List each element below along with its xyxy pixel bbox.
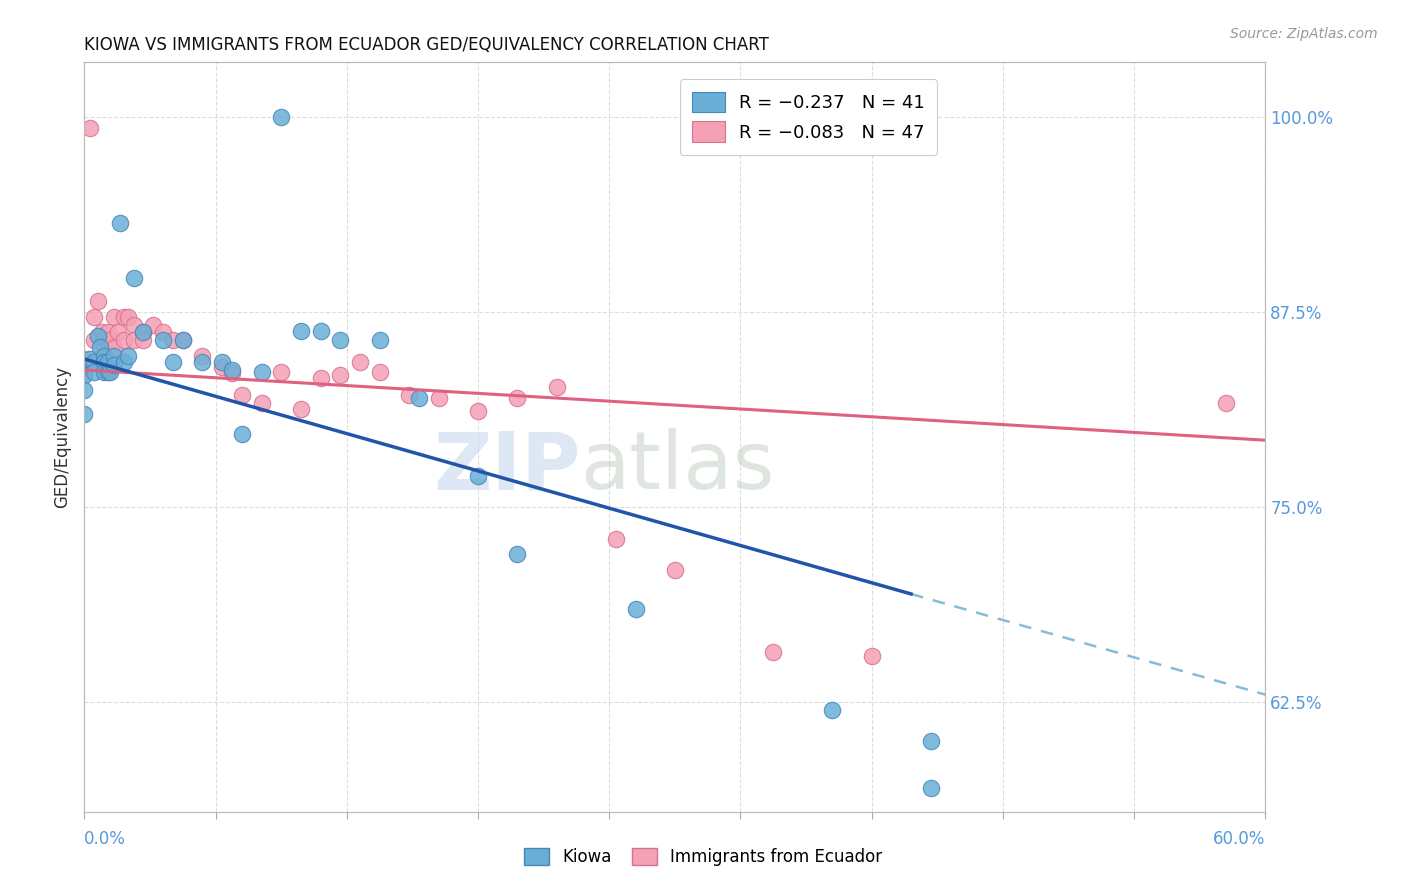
Legend: Kiowa, Immigrants from Ecuador: Kiowa, Immigrants from Ecuador (516, 840, 890, 875)
Point (93, 355, 115, 369)
Point (546, 380, 568, 394)
Point (152, 334, 174, 348)
Point (250, 365, 273, 379)
Point (132, 326, 155, 340)
Point (624, 601, 647, 615)
Point (309, 324, 332, 338)
Point (103, 349, 125, 363)
Point (93, 332, 115, 346)
Point (132, 326, 155, 340)
Point (762, 645, 785, 659)
Point (73, 365, 96, 379)
Point (506, 547, 529, 561)
Point (89, 339, 111, 353)
Point (98, 365, 121, 379)
Text: KIOWA VS IMMIGRANTS FROM ECUADOR GED/EQUIVALENCY CORRELATION CHART: KIOWA VS IMMIGRANTS FROM ECUADOR GED/EQU… (84, 36, 769, 54)
Text: ZIP: ZIP (433, 428, 581, 506)
Point (87, 328, 110, 343)
Point (91, 326, 114, 340)
Point (79, 120, 101, 135)
Point (83, 365, 105, 379)
Point (97, 355, 120, 369)
Point (73, 358, 96, 372)
Point (211, 359, 233, 374)
Point (172, 334, 194, 348)
Point (73, 351, 96, 366)
Point (122, 318, 145, 332)
Legend: R = −0.237   N = 41, R = −0.083   N = 47: R = −0.237 N = 41, R = −0.083 N = 47 (679, 79, 938, 155)
Point (290, 324, 312, 338)
Point (122, 334, 145, 348)
Point (231, 388, 253, 402)
Point (231, 426, 253, 441)
Point (920, 734, 942, 748)
Point (309, 371, 332, 385)
Point (117, 310, 139, 324)
Point (142, 318, 165, 332)
Point (290, 401, 312, 416)
Point (172, 334, 194, 348)
Point (93, 339, 115, 353)
Point (270, 110, 292, 124)
Point (191, 355, 214, 369)
Text: atlas: atlas (581, 428, 775, 506)
Point (112, 310, 135, 324)
Point (93, 349, 115, 363)
Point (398, 388, 420, 402)
Point (108, 216, 131, 230)
Point (83, 310, 105, 324)
Point (664, 563, 686, 577)
Point (103, 310, 125, 324)
Point (152, 326, 174, 340)
Point (162, 334, 184, 348)
Point (1215, 396, 1237, 410)
Point (821, 703, 844, 717)
Point (87, 294, 110, 309)
Point (506, 391, 529, 405)
Point (162, 355, 184, 369)
Point (191, 349, 214, 363)
Point (467, 469, 489, 483)
Point (73, 407, 96, 421)
Y-axis label: GED/Equivalency: GED/Equivalency (53, 366, 72, 508)
Point (329, 368, 352, 382)
Point (79, 351, 101, 366)
Point (408, 391, 430, 405)
Point (221, 363, 243, 377)
Point (93, 365, 115, 379)
Point (427, 391, 450, 405)
Point (132, 334, 155, 348)
Point (270, 365, 292, 379)
Point (920, 781, 942, 796)
Point (368, 334, 391, 348)
Point (368, 365, 391, 379)
Point (221, 366, 243, 380)
Point (112, 355, 135, 369)
Point (83, 334, 105, 348)
Point (83, 355, 105, 369)
Point (605, 532, 627, 546)
Point (250, 396, 273, 410)
Point (211, 355, 233, 369)
Point (860, 648, 883, 663)
Point (98, 334, 121, 348)
Point (97, 365, 120, 379)
Text: Source: ZipAtlas.com: Source: ZipAtlas.com (1230, 27, 1378, 41)
Point (107, 326, 129, 340)
Point (112, 334, 135, 348)
Point (122, 271, 145, 285)
Point (73, 384, 96, 398)
Point (97, 326, 120, 340)
Point (349, 355, 371, 369)
Point (73, 368, 96, 382)
Point (467, 403, 489, 417)
Point (117, 349, 139, 363)
Text: 0.0%: 0.0% (84, 830, 127, 847)
Point (103, 341, 125, 355)
Point (103, 358, 125, 372)
Text: 60.0%: 60.0% (1213, 830, 1265, 847)
Point (329, 334, 352, 348)
